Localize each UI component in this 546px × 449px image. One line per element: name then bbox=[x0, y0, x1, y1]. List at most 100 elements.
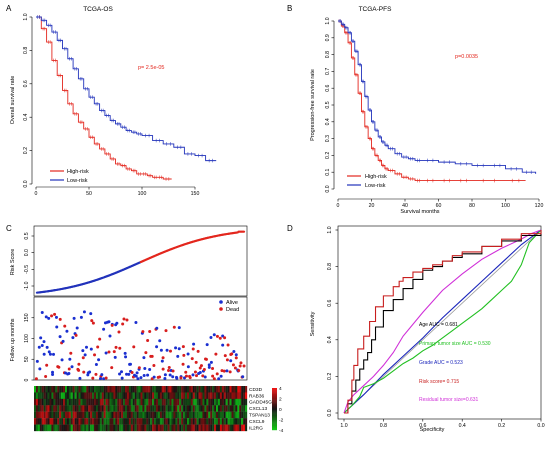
heatmap-cell bbox=[61, 418, 64, 425]
heatmap-cell bbox=[64, 424, 68, 432]
panel-a-title: TCGA-OS bbox=[83, 6, 113, 13]
y-tick-label: 0.0 bbox=[327, 409, 333, 416]
heatmap-cell bbox=[237, 418, 240, 425]
heatmap-cell bbox=[39, 398, 42, 406]
heatmap-cell bbox=[57, 392, 60, 400]
heatmap-cell bbox=[237, 398, 240, 406]
follow-point-dead bbox=[199, 364, 203, 368]
follow-point-alive bbox=[159, 348, 163, 352]
follow-point-alive bbox=[209, 360, 213, 364]
heatmap-cell bbox=[152, 411, 155, 419]
colorbar-cell bbox=[272, 417, 277, 419]
heatmap-cell bbox=[63, 386, 66, 393]
heatmap-cell bbox=[125, 411, 128, 419]
heatmap-cell bbox=[231, 386, 234, 393]
heatmap-cell bbox=[241, 392, 244, 400]
colorbar-cell bbox=[272, 398, 277, 400]
heatmap-cell bbox=[192, 392, 195, 400]
follow-point-alive bbox=[67, 372, 71, 376]
panel-d-xlabel: Specificity bbox=[420, 427, 445, 433]
heatmap-cell bbox=[76, 392, 79, 400]
follow-point-alive bbox=[51, 373, 55, 377]
risk-frame bbox=[33, 225, 248, 297]
heatmap-cell bbox=[198, 424, 201, 432]
heatmap-cell bbox=[78, 411, 81, 419]
heatmap-cell bbox=[239, 405, 242, 412]
heatmap-cell bbox=[80, 405, 83, 412]
follow-point-alive bbox=[128, 362, 132, 366]
heatmap-cell bbox=[152, 405, 155, 412]
heatmap-cell bbox=[57, 386, 60, 393]
heatmap-cell bbox=[163, 424, 166, 432]
colorbar-cell bbox=[272, 402, 277, 404]
heatmap-cell bbox=[198, 398, 201, 406]
heatmap-cell bbox=[169, 418, 172, 425]
panel-b-axes: 0.0 0.1 0.2 0.3 0.4 0.5 0.6 0.7 0.8 0.9 1.0 0 20 40 60… bbox=[325, 17, 543, 209]
heatmap-cell bbox=[146, 386, 149, 393]
heatmap-cell bbox=[183, 398, 186, 406]
heatmap-cell bbox=[208, 392, 211, 400]
heatmap-cell bbox=[221, 418, 224, 425]
follow-point-alive bbox=[136, 377, 140, 381]
colorbar-cell bbox=[272, 393, 277, 395]
follow-point-dead bbox=[150, 354, 154, 358]
heatmap-cell bbox=[167, 405, 170, 412]
heatmap-cell bbox=[214, 398, 217, 406]
heatmap-cell bbox=[186, 405, 190, 412]
panel-c-risk-plot bbox=[33, 225, 248, 297]
x-tick-label: 0.4 bbox=[459, 423, 466, 429]
follow-point-dead bbox=[118, 346, 122, 350]
follow-point-dead bbox=[181, 345, 185, 349]
y-tick-label: 0.2 bbox=[327, 373, 333, 380]
colorbar-cell bbox=[272, 401, 277, 403]
y-tick-label: 0.6 bbox=[325, 84, 331, 91]
heatmap-cell bbox=[183, 392, 186, 400]
heatmap-cell bbox=[101, 398, 104, 406]
heatmap-cell bbox=[229, 405, 232, 412]
heatmap-cell bbox=[72, 411, 75, 419]
heatmap-cell bbox=[47, 398, 50, 406]
heatmap-cell bbox=[198, 418, 201, 425]
risk-point-high bbox=[242, 230, 246, 233]
heatmap-cell bbox=[126, 424, 130, 432]
follow-point-dead bbox=[184, 374, 188, 378]
follow-point-alive bbox=[229, 359, 233, 363]
heatmap-cell bbox=[49, 392, 52, 400]
heatmap-cell bbox=[179, 424, 182, 432]
follow-point-alive bbox=[104, 351, 108, 355]
heatmap-cell bbox=[111, 411, 114, 419]
heatmap-cell bbox=[37, 405, 40, 412]
heatmap-cell bbox=[43, 392, 46, 400]
follow-point-alive bbox=[123, 351, 127, 355]
heatmap-cell bbox=[204, 392, 207, 400]
heatmap-cell bbox=[231, 392, 234, 400]
colorbar-cell bbox=[272, 390, 277, 392]
heatmap-cell bbox=[35, 405, 39, 412]
heatmap-cell bbox=[219, 424, 222, 432]
heatmap-cell bbox=[78, 398, 81, 406]
heatmap-cell bbox=[74, 386, 77, 393]
colorbar-cell bbox=[272, 426, 277, 429]
follow-point-dead bbox=[182, 353, 186, 357]
follow-point-alive bbox=[163, 373, 167, 377]
heatmap-cell bbox=[37, 411, 40, 419]
panel-c-colorbar: 4 2 0 -2 -4 bbox=[272, 386, 284, 434]
heatmap-cell bbox=[185, 386, 188, 393]
follow-point-dead bbox=[74, 333, 78, 337]
heatmap-cell bbox=[198, 405, 201, 412]
heatmap-cell bbox=[132, 398, 135, 406]
heatmap-cell bbox=[125, 405, 128, 412]
x-tick-label: 0.6 bbox=[419, 423, 426, 429]
heatmap-cell bbox=[150, 411, 153, 419]
heatmap-cell bbox=[152, 392, 155, 400]
heatmap-cell bbox=[34, 411, 37, 419]
heatmap-cell bbox=[119, 411, 122, 419]
heatmap-cell bbox=[233, 424, 236, 432]
heatmap-cell bbox=[103, 392, 106, 400]
heatmap-cell bbox=[233, 405, 236, 412]
heatmap-cell bbox=[233, 386, 236, 393]
heatmap-cell bbox=[217, 386, 221, 393]
heatmap-cell bbox=[136, 424, 139, 432]
follow-point-dead bbox=[158, 375, 162, 379]
heatmap-cell bbox=[138, 386, 141, 393]
